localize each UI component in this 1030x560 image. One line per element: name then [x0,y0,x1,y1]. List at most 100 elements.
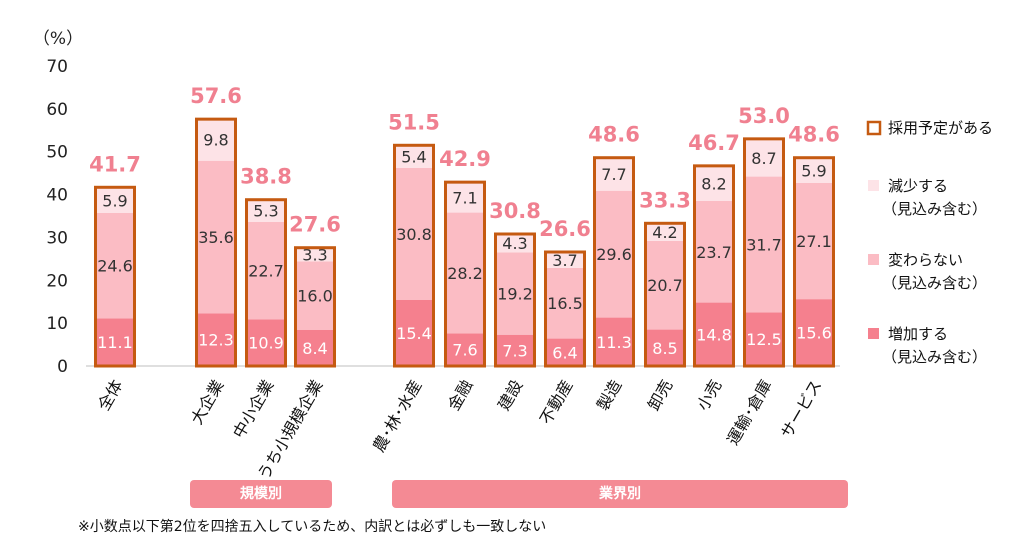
bar-segment-label: 7.6 [452,341,477,360]
bar-segment-label: 31.7 [746,236,782,255]
bar-segment [696,165,732,201]
bar-segment-label: 5.4 [401,147,426,166]
bar-segment-label: 9.8 [203,131,228,150]
bar-segment [647,222,683,241]
x-category-label: 卸売 [644,377,676,414]
bar-segment-label: 15.6 [796,324,832,343]
bar-segment-label: 29.6 [596,245,632,264]
bar-segment [497,252,533,335]
bar-total-outline [294,246,336,368]
bar-segment-label: 30.8 [396,225,432,244]
bar-segment [796,299,832,366]
bar-segment-label: 8.2 [701,174,726,193]
bar-segment [696,201,732,303]
bar-segment [396,144,432,168]
bar-total-outline [743,137,785,368]
bar-total-outline [444,180,486,368]
y-tick-label: 70 [46,57,68,77]
bar-segment [796,183,832,300]
bar-segment-label: 8.5 [652,339,677,358]
legend-label: 減少する [888,177,948,195]
y-tick-label: 60 [46,100,68,120]
y-tick-label: 20 [46,271,68,291]
bar-segment [647,329,683,366]
bar-segment-label: 12.5 [746,330,782,349]
bar-segment [198,160,234,314]
bar-segment-label: 35.6 [198,228,234,247]
bar-segment-label: 4.2 [652,223,677,242]
bar-segment-label: 5.3 [253,202,278,221]
bar-total-label: 48.6 [788,123,840,147]
legend-label-sub: （見込み含む） [882,348,987,366]
legend-label: 変わらない [888,251,963,269]
bar-total-label: 53.0 [738,104,790,128]
bar-total-outline [393,143,435,368]
legend-label-sub: （見込み含む） [882,274,987,292]
bar-total-label: 41.7 [89,152,141,176]
bar-segment [297,330,333,366]
x-category-label: 大企業 [187,377,227,428]
bar-segment [447,212,483,334]
bar-segment [596,190,632,318]
bar-total-label: 42.9 [439,147,491,171]
bar-segment-label: 6.4 [552,343,577,362]
bar-segment [497,234,533,253]
bar-total-label: 38.8 [240,165,292,189]
bar-total-outline [494,232,536,368]
bar-segment-label: 7.3 [502,341,527,360]
x-category-label: 全体 [94,377,126,414]
x-category-label: 運輸･倉庫 [723,377,775,449]
bar-total-label: 48.6 [588,123,640,147]
bar-segment-label: 16.0 [297,287,333,306]
bar-total-label: 57.6 [190,84,242,108]
bar-segment [647,240,683,330]
bar-segment-label: 11.1 [97,333,133,352]
legend-label: 増加する [888,325,948,343]
legend-swatch [868,254,879,265]
bar-segment [746,139,782,177]
bar-segment [746,176,782,313]
bar-segment-label: 10.9 [248,334,284,353]
bar-segment [248,199,284,222]
bar-segment-label: 3.7 [552,251,577,270]
bar-segment-label: 16.5 [547,294,583,313]
bar-segment [248,222,284,320]
bar-segment-label: 19.2 [497,285,533,304]
bar-segment [547,252,583,268]
group-label-industry: 業界別 [392,480,848,508]
bar-segment [97,318,133,366]
y-tick-label: 30 [46,228,68,248]
bar-total-outline [644,221,686,368]
y-tick-label: 50 [46,143,68,163]
y-tick-label: 0 [57,357,68,377]
bar-segment-label: 22.7 [248,262,284,281]
bar-segment [97,213,133,319]
legend-label-sub: （見込み含む） [882,200,987,218]
bar-segment-label: 28.2 [447,264,483,283]
bar-total-outline [245,198,287,368]
bar-segment-label: 7.1 [452,188,477,207]
legend-swatch [868,180,879,191]
legend-label-total: 採用予定がある [888,119,993,137]
bar-total-outline [94,185,136,368]
bar-segment [547,338,583,366]
bar-segment [396,300,432,366]
footnote: ※小数点以下第2位を四捨五入しているため、内訳とは必ずしも一致しない [78,519,547,535]
y-axis-unit-label: （%） [33,29,83,49]
bar-total-outline [593,156,635,368]
bar-segment-label: 23.7 [696,243,732,262]
x-category-label: 農･林･水産 [369,377,425,456]
bar-segment [796,157,832,183]
bar-segment-label: 5.9 [801,161,826,180]
legend-swatch [868,328,879,339]
x-category-label: 製造 [593,377,625,414]
bar-segment-label: 11.3 [596,333,632,352]
bar-segment-label: 14.8 [696,325,732,344]
bar-segment [596,157,632,191]
bar-segment [198,118,234,161]
bar-total-outline [195,117,237,368]
bar-segment-label: 12.3 [198,331,234,350]
x-category-label: 金融 [444,377,476,414]
bar-segment [396,168,432,300]
bar-segment [696,302,732,366]
